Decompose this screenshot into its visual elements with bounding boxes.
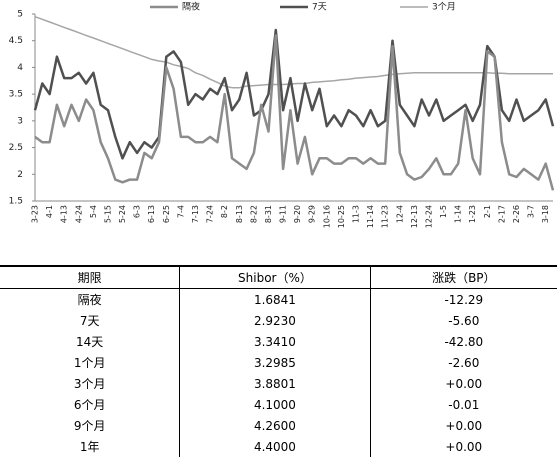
x-tick-label: 2-26 <box>512 205 521 223</box>
x-tick-label: 4-1 <box>45 205 54 218</box>
x-tick-label: 7-24 <box>206 205 215 223</box>
table-cell: 2.9230 <box>179 310 371 331</box>
table-row: 1年 4.4000 +0.00 <box>0 436 557 457</box>
table-cell: 6个月 <box>73 398 106 412</box>
x-tick-label: 7-13 <box>191 205 200 223</box>
x-tick-label: 3-18 <box>541 205 550 223</box>
table-cell: 1.6841 <box>179 288 371 310</box>
x-tick-label: 5-4 <box>89 205 98 218</box>
header-cell: 期限 <box>0 265 180 289</box>
table-cell: +0.00 <box>369 415 557 436</box>
table-row: 隔夜 1.6841 -12.29 <box>0 288 557 310</box>
data-table: 期限 Shibor（%） 涨跌（BP） 隔夜 1.6841 -12.29 7天 2.9230-… <box>0 265 557 457</box>
x-tick-label: 1-5 <box>439 205 448 218</box>
x-tick-label: 6-25 <box>162 205 171 223</box>
x-tick-label: 8-22 <box>249 205 258 223</box>
legend-label: 隔夜 <box>182 1 200 13</box>
table-cell: -5.60 <box>369 310 557 331</box>
y-tick-label: 5 <box>17 10 23 20</box>
table-cell: -2.60 <box>369 352 557 373</box>
y-tick-label: 1.5 <box>9 197 23 207</box>
chart: 1.5 2 2.5 3 3.5 4 4.5 5 3-23 4-1 4-13 4-24 5-4 5-15 5-… <box>9 1 555 228</box>
x-tick-label: 3-23 <box>31 205 40 223</box>
x-tick-label: 6-3 <box>133 205 142 218</box>
table-cell: 4.4000 <box>179 436 371 457</box>
table-cell: -12.29 <box>369 288 557 310</box>
table-cell: -42.80 <box>369 331 557 352</box>
x-tick-label: 12-24 <box>424 205 433 228</box>
table-cell: 3.2985 <box>179 352 371 373</box>
header-row: 期限 Shibor（%） 涨跌（BP） <box>0 265 557 289</box>
x-tick-label: 4-13 <box>60 205 69 223</box>
x-tick-label: 9-29 <box>308 205 317 223</box>
header-cell: 涨跌（BP） <box>369 265 557 289</box>
series-line <box>33 28 555 160</box>
x-tick-label: 7-4 <box>176 205 185 218</box>
x-tick-label: 10-16 <box>322 205 331 228</box>
x-tick-label: 12-13 <box>410 205 419 228</box>
y-tick-label: 3.5 <box>9 90 23 100</box>
legend-label: 7天 <box>312 3 327 13</box>
x-tick-label: 10-25 <box>337 205 346 228</box>
table-cell: 3.8801 <box>179 373 371 394</box>
table-cell: 1年 <box>79 440 100 454</box>
x-tick-label: 11-14 <box>366 205 375 228</box>
x-tick-label: 5-24 <box>118 205 127 223</box>
x-tick-label: 11-23 <box>381 205 390 228</box>
x-tick-label: 5-15 <box>103 205 112 223</box>
table-row: 7天 2.9230 -5.60 <box>0 310 557 331</box>
table-cell: 3个月 <box>73 377 106 391</box>
x-tick-label: 1-14 <box>454 205 463 223</box>
y-tick-label: 4.5 <box>9 36 23 46</box>
x-tick-label: 2-1 <box>483 205 492 218</box>
x-tick-label: 3-7 <box>527 205 536 218</box>
table-row: 9个月 4.2600 +0.00 <box>0 415 557 436</box>
x-tick-label: 8-31 <box>264 205 273 223</box>
y-tick-label: 3 <box>17 116 23 126</box>
table-row: 6个月 4.1000 -0.01 <box>0 394 557 415</box>
x-tick-label: 8-2 <box>220 205 229 218</box>
table-cell: -0.01 <box>369 394 557 415</box>
table-cell: 3.3410 <box>179 331 371 352</box>
y-tick-label: 2.5 <box>9 143 23 153</box>
x-tick-label: 1-23 <box>468 205 477 223</box>
table-cell: 7天 <box>79 314 100 328</box>
x-tick-label: 9-20 <box>293 205 302 223</box>
table-cell: +0.00 <box>369 373 557 394</box>
x-tick-label: 9-11 <box>279 205 288 223</box>
table-cell: 1个月 <box>73 356 106 370</box>
series-line <box>34 15 553 89</box>
table-cell: 9个月 <box>73 419 106 433</box>
table-cell: 4.2600 <box>179 415 371 436</box>
x-tick-label: 12-4 <box>395 205 404 223</box>
table-cell: 隔夜 <box>77 293 102 307</box>
x-tick-label: 6-13 <box>147 205 156 223</box>
table-row: 14天 3.3410 -42.80 <box>0 331 557 352</box>
table-cell: 14天 <box>76 335 104 349</box>
y-tick-label: 2 <box>17 170 23 180</box>
header-cell: Shibor（%） <box>179 265 371 289</box>
x-tick-label: 2-17 <box>497 205 506 223</box>
x-tick-label: 8-13 <box>235 205 244 223</box>
x-tick-label: 11-3 <box>352 205 361 223</box>
series-line <box>34 34 555 191</box>
table-cell: 4.1000 <box>179 394 371 415</box>
table-row: 3个月 3.8801 +0.00 <box>0 373 557 394</box>
legend-label: 3个月 <box>432 2 456 13</box>
table-row: 1个月 3.2985 -2.60 <box>0 352 557 373</box>
x-tick-label: 4-24 <box>74 205 83 223</box>
y-tick-label: 4 <box>17 63 23 73</box>
table-cell: +0.00 <box>369 436 557 457</box>
